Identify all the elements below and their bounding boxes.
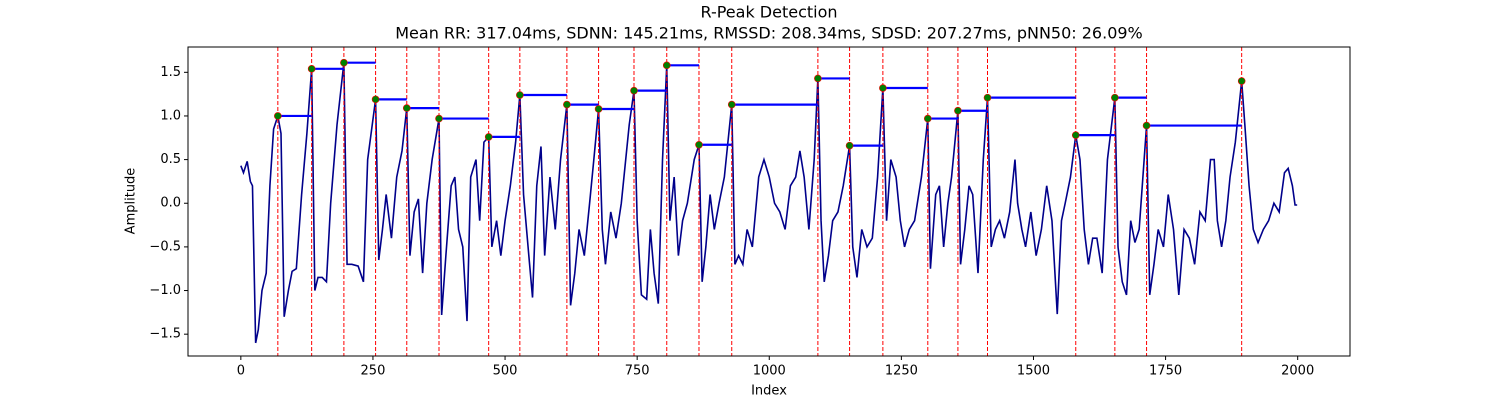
peak-marker — [1071, 131, 1080, 139]
peak-marker — [954, 106, 962, 115]
peak-marker — [630, 86, 638, 95]
y-tick-label: 0.0 — [160, 196, 181, 211]
y-tick-label: 0.5 — [160, 152, 181, 167]
peak-marker — [727, 100, 736, 109]
x-tick-label: 1500 — [1017, 364, 1050, 379]
peak-marker — [814, 74, 822, 83]
chart-title: R-Peak Detection — [700, 3, 837, 22]
peak-marker — [340, 58, 348, 67]
x-tick-label: 750 — [625, 364, 650, 379]
x-tick-label: 500 — [493, 364, 518, 379]
chart-subtitle: Mean RR: 317.04ms, SDNN: 145.21ms, RMSSD… — [395, 24, 1143, 43]
peak-marker — [845, 141, 854, 150]
peak-marker — [371, 95, 380, 104]
x-tick-label: 1000 — [753, 364, 786, 379]
peak-marker — [1142, 121, 1151, 130]
x-tick-label: 2000 — [1281, 364, 1314, 379]
y-tick-label: −1.5 — [149, 327, 181, 342]
x-tick-label: 250 — [361, 364, 386, 379]
peak-marker — [274, 112, 282, 120]
peak-marker — [484, 133, 493, 141]
peak-marker — [923, 114, 932, 123]
peak-marker — [1237, 77, 1246, 85]
peak-marker — [563, 100, 571, 109]
x-tick-label: 0 — [237, 364, 245, 379]
x-axis-label: Index — [751, 384, 787, 399]
peak-marker — [516, 91, 524, 99]
x-tick-label: 1250 — [885, 364, 918, 379]
peak-marker — [402, 104, 411, 112]
peak-marker — [662, 61, 671, 70]
signal-line — [240, 62, 1298, 344]
peak-marker — [307, 65, 316, 73]
peak-marker — [435, 114, 443, 123]
peak-marker — [879, 84, 887, 92]
peak-marker — [1111, 93, 1119, 102]
y-tick-label: −1.0 — [149, 283, 181, 298]
y-tick-label: 1.0 — [160, 108, 181, 123]
y-tick-label: −0.5 — [149, 239, 181, 254]
peak-marker — [695, 140, 703, 149]
peak-marker — [594, 105, 603, 113]
plot-frame — [187, 46, 1351, 357]
x-tick-label: 1750 — [1149, 364, 1182, 379]
y-tick-label: 1.5 — [160, 65, 181, 80]
peak-marker — [983, 93, 992, 102]
y-axis-label: Amplitude — [124, 168, 139, 235]
